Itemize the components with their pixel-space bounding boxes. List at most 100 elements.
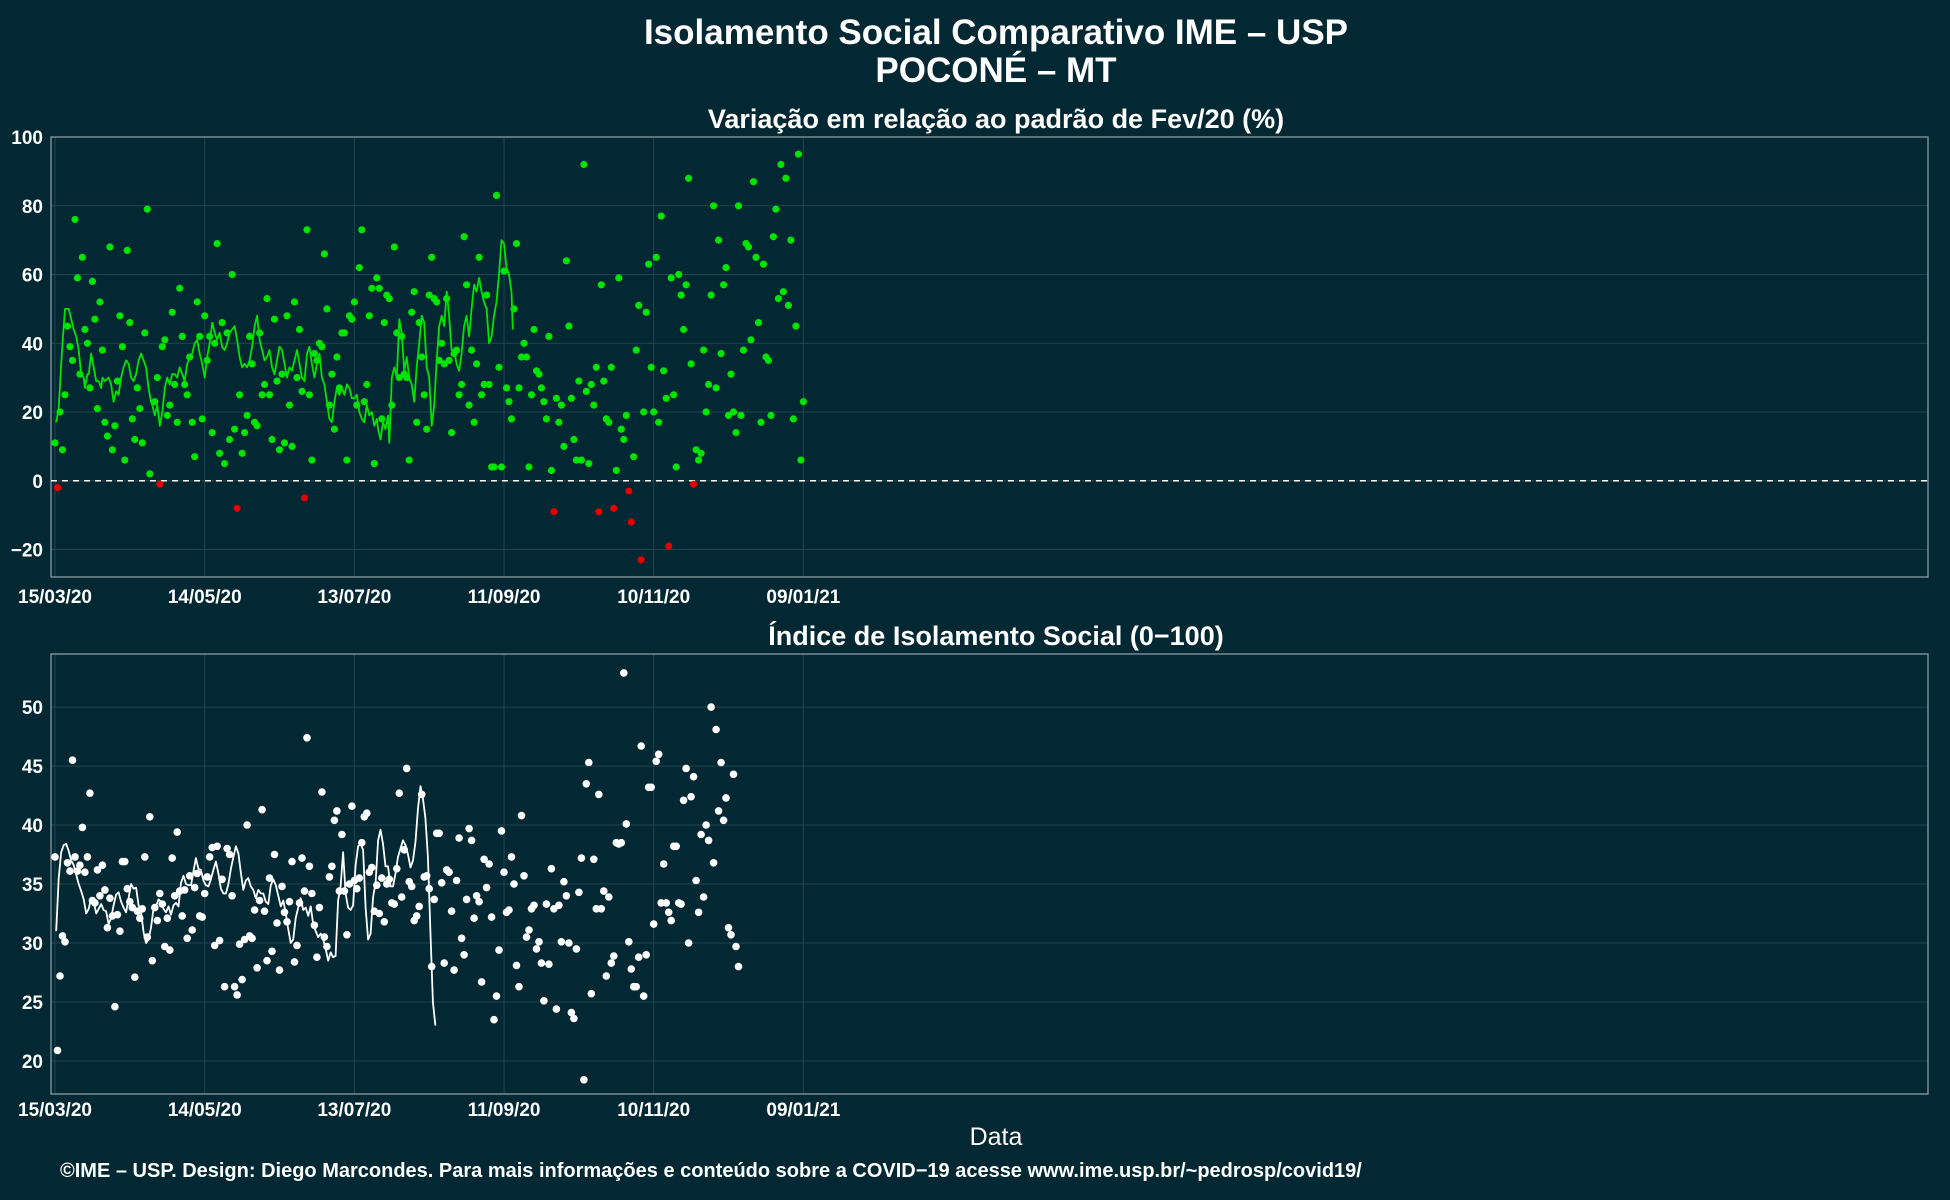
data-point — [116, 312, 124, 320]
data-point — [677, 900, 685, 908]
data-point — [198, 913, 206, 921]
data-point — [685, 174, 693, 182]
variation-panel: Variação em relação ao padrão de Fev/20 … — [11, 104, 1929, 608]
data-point — [659, 860, 668, 868]
data-point — [605, 893, 613, 901]
data-point — [185, 872, 194, 880]
data-point — [647, 783, 655, 792]
data-point — [450, 966, 458, 974]
data-point — [705, 380, 713, 389]
data-point — [610, 504, 618, 512]
data-point — [662, 899, 670, 907]
data-point — [91, 315, 99, 323]
data-point — [56, 408, 64, 416]
data-point — [313, 356, 321, 364]
data-point — [163, 914, 172, 922]
data-point — [101, 886, 109, 894]
data-point — [241, 429, 249, 437]
data-point — [66, 343, 74, 351]
data-point — [505, 906, 513, 914]
x-tick-label: 09/01/21 — [766, 587, 840, 608]
data-point — [295, 325, 304, 334]
data-point — [427, 962, 436, 971]
data-point — [547, 466, 556, 474]
data-point — [375, 284, 383, 292]
data-point — [622, 411, 630, 419]
data-point — [355, 264, 363, 272]
data-point — [370, 460, 378, 468]
data-point — [335, 384, 343, 392]
data-point — [397, 893, 406, 901]
data-point — [183, 391, 191, 399]
data-point — [226, 435, 234, 444]
data-point — [86, 789, 94, 797]
data-point — [652, 253, 660, 261]
data-point — [415, 902, 424, 911]
data-point — [123, 246, 131, 254]
data-point — [787, 236, 795, 244]
data-point — [323, 305, 331, 313]
data-point — [186, 353, 194, 361]
data-point — [138, 439, 146, 447]
data-point — [754, 319, 763, 327]
data-point — [430, 895, 439, 904]
data-point — [630, 453, 638, 461]
data-point — [515, 982, 523, 991]
data-point — [348, 315, 356, 323]
data-point — [642, 951, 650, 959]
data-point — [522, 353, 531, 361]
data-point — [350, 298, 358, 306]
data-point — [590, 401, 598, 409]
data-point — [545, 332, 553, 340]
data-point — [462, 895, 471, 904]
data-point — [180, 886, 189, 894]
data-point — [126, 897, 134, 906]
data-point — [148, 956, 157, 965]
data-point — [500, 868, 508, 876]
data-point — [463, 281, 471, 289]
data-point — [315, 903, 324, 912]
data-point — [308, 889, 316, 898]
data-point — [440, 959, 449, 967]
data-point — [460, 951, 468, 959]
data-point — [98, 861, 107, 869]
data-point — [218, 875, 226, 884]
data-point — [73, 867, 82, 875]
data-point — [68, 356, 77, 364]
data-point — [106, 243, 114, 251]
data-point — [492, 992, 501, 1000]
data-point — [699, 893, 708, 901]
data-point — [225, 850, 234, 859]
data-point — [737, 411, 745, 419]
data-point — [580, 160, 588, 169]
data-point — [555, 901, 563, 910]
data-point — [358, 838, 366, 847]
data-point — [330, 816, 339, 825]
data-point — [447, 907, 456, 915]
x-tick-label: 14/05/20 — [168, 1100, 242, 1121]
data-point — [66, 867, 74, 875]
data-point — [684, 939, 693, 947]
data-point — [612, 466, 620, 474]
data-point — [126, 319, 134, 327]
data-point — [537, 384, 546, 392]
data-point — [457, 934, 466, 943]
data-point — [146, 813, 154, 821]
data-point — [348, 802, 356, 810]
data-point — [260, 380, 269, 389]
data-point — [178, 332, 186, 340]
data-point — [88, 277, 96, 285]
data-point — [465, 401, 473, 409]
data-point — [625, 487, 633, 495]
data-point — [587, 380, 595, 389]
y-tick-label: 25 — [22, 993, 44, 1014]
data-point — [495, 946, 503, 954]
data-point — [166, 401, 174, 409]
data-point — [393, 864, 401, 873]
data-point — [727, 370, 735, 378]
data-point — [388, 401, 396, 409]
data-point — [675, 270, 683, 279]
data-point — [540, 398, 548, 406]
data-point — [303, 226, 311, 234]
data-point — [412, 912, 421, 920]
